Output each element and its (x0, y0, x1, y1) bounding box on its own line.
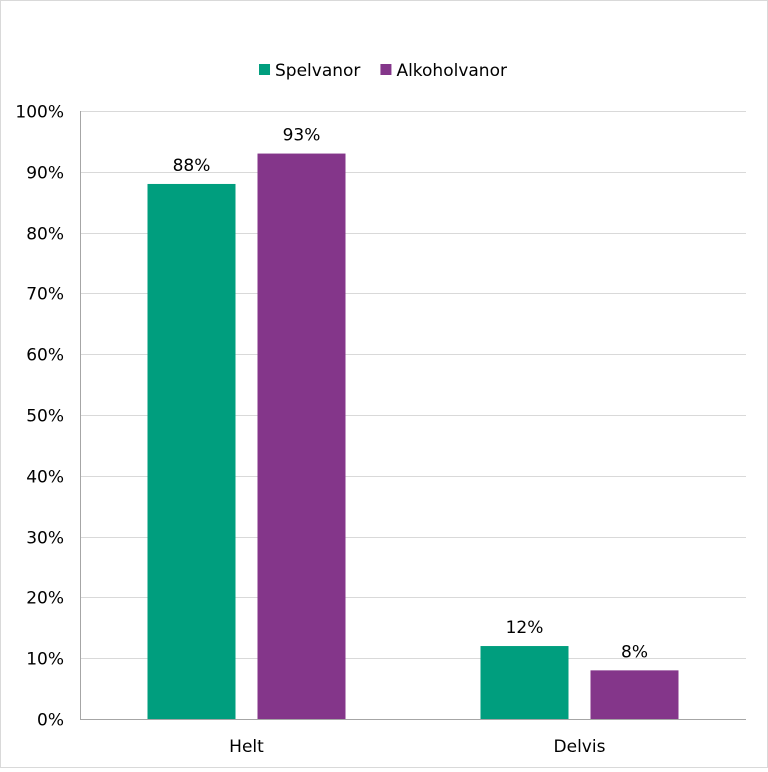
y-tick-label: 10% (26, 650, 64, 670)
data-label: 93% (283, 126, 321, 146)
legend: Spelvanor Alkoholvanor (259, 61, 507, 81)
x-axis: Helt Delvis (80, 719, 746, 757)
bar-alkoholvanor-helt (257, 153, 346, 719)
bar-alkoholvanor-delvis (590, 670, 679, 719)
y-tick-label: 0% (37, 711, 64, 731)
y-tick-label: 60% (26, 346, 64, 366)
y-axis: 0% 10% 20% 30% 40% 50% 60% 70% 80% 90% 100% (15, 103, 81, 731)
x-category-label: Delvis (554, 737, 606, 757)
data-labels: 88% 93% 12% 8% (173, 126, 648, 663)
data-label: 8% (621, 642, 648, 662)
y-tick-label: 90% (26, 164, 64, 184)
y-tick-label: 50% (26, 407, 64, 427)
y-tick-label: 30% (26, 529, 64, 549)
legend-swatch-spelvanor (259, 64, 271, 75)
legend-label: Alkoholvanor (396, 61, 507, 81)
legend-swatch-alkoholvanor (380, 64, 392, 75)
legend-label: Spelvanor (275, 61, 360, 81)
data-label: 12% (506, 618, 544, 638)
y-tick-label: 40% (26, 468, 64, 488)
x-category-label: Helt (229, 737, 264, 757)
bar-spelvanor-delvis (480, 646, 569, 719)
bar-spelvanor-helt (147, 183, 236, 719)
data-label: 88% (173, 156, 211, 176)
y-tick-label: 80% (26, 225, 64, 245)
y-tick-label: 20% (26, 589, 64, 609)
y-tick-label: 100% (15, 103, 64, 123)
y-tick-label: 70% (26, 285, 64, 305)
bars (147, 153, 679, 719)
